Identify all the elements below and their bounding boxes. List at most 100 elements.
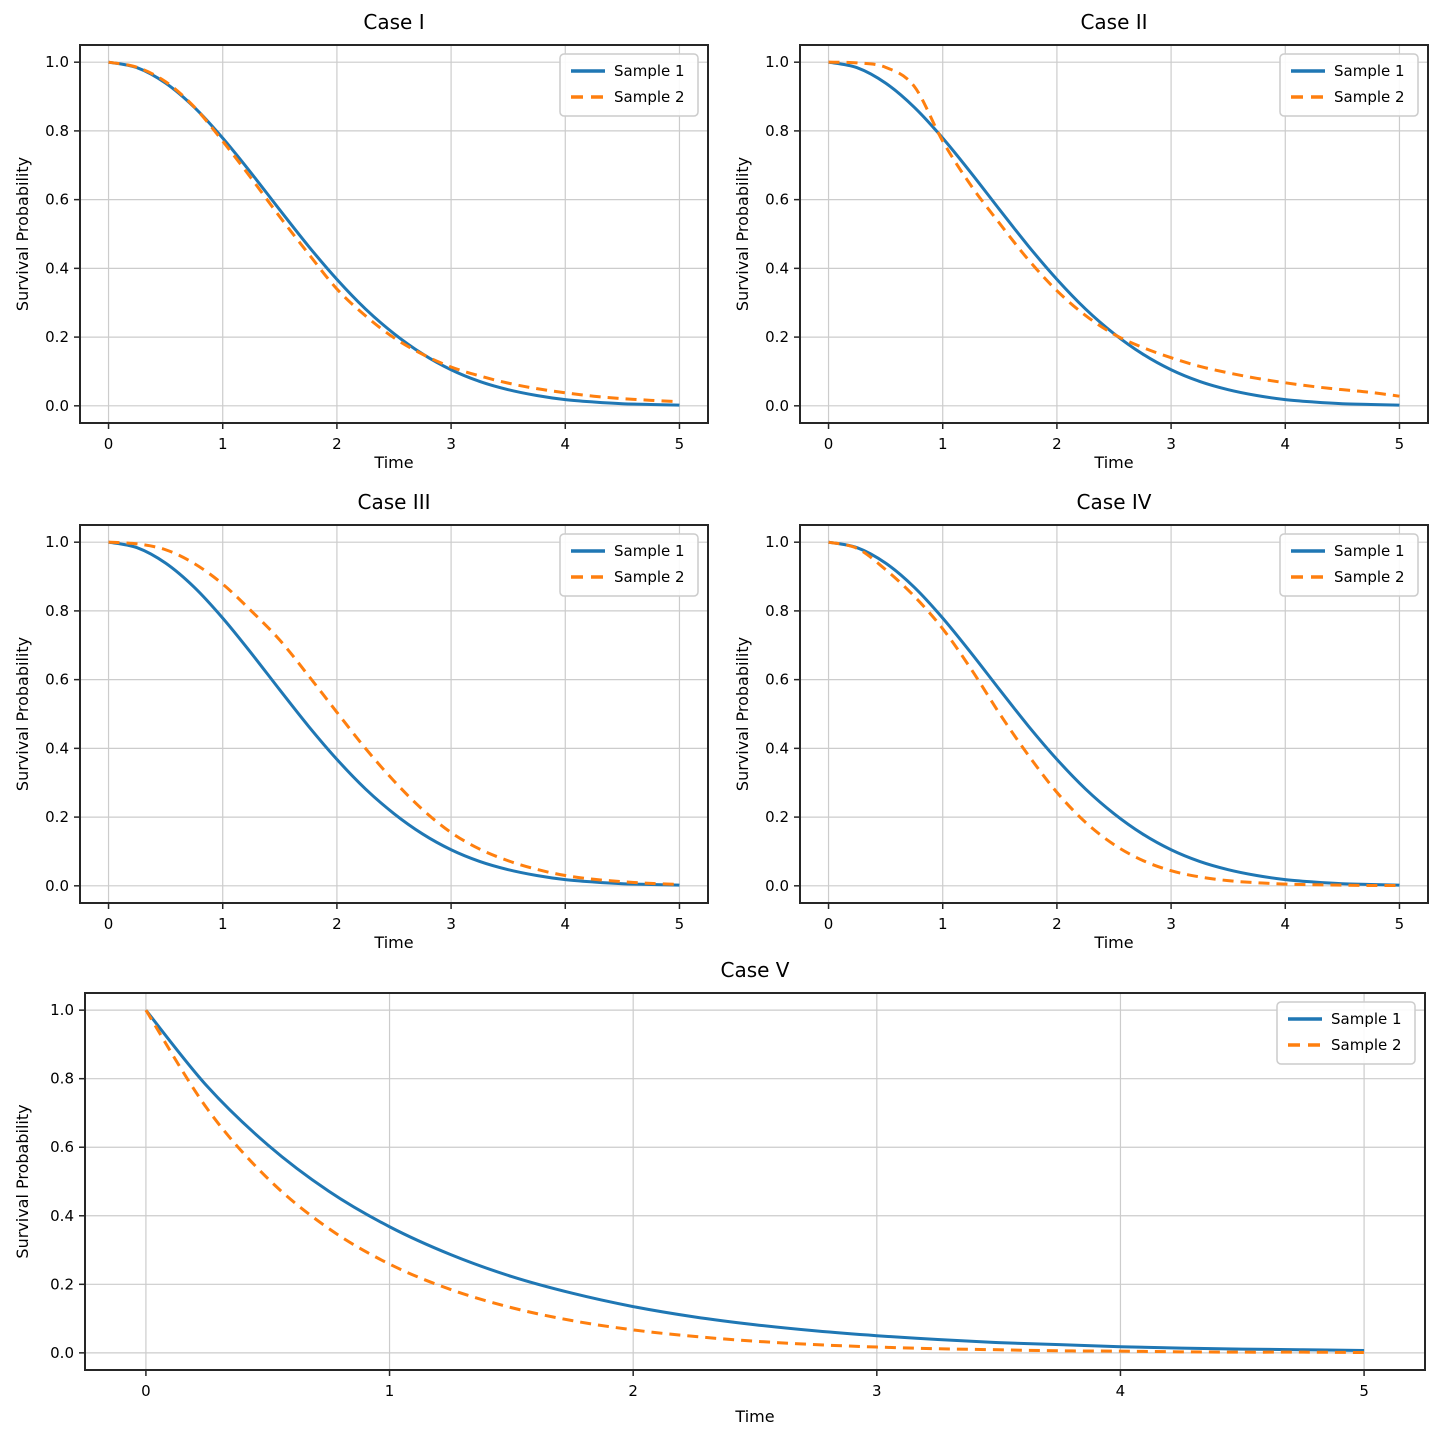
- grid: [85, 993, 1425, 1370]
- chart-case-v: 0 1 2 3 4 5 0.0 0.2 0.4 0.6 0.8 1.0 Case V Time Surviv…: [0, 960, 1440, 1440]
- legend: Sample 1 Sample 2: [1279, 53, 1419, 117]
- x-tick-label: 5: [675, 915, 685, 933]
- chart-case-ii: 0 1 2 3 4 5 0.0 0.2 0.4 0.6 0.8 1.0 Case II Time Survi…: [720, 0, 1440, 480]
- y-axis-label: Survival Probability: [13, 157, 32, 311]
- y-tick-label: 0.0: [765, 877, 789, 895]
- legend: Sample 1 Sample 2: [1279, 533, 1419, 597]
- y-tick-label: 1.0: [765, 53, 789, 71]
- x-tick-label: 5: [1359, 1382, 1369, 1400]
- x-tick-label: 2: [628, 1382, 638, 1400]
- x-tick-label: 2: [1052, 915, 1062, 933]
- x-tick-label: 4: [560, 915, 570, 933]
- subplot-row-1: 0 1 2 3 4 5 0.0 0.2 0.4 0.6 0.8 1.0 Case I Time Surviv…: [0, 0, 1440, 480]
- chart-title: Case V: [721, 960, 790, 982]
- axis-ticks: 0 1 2 3 4 5 0.0 0.2 0.4 0.6 0.8 1.0: [765, 53, 1404, 453]
- axes-spines: [79, 524, 709, 904]
- series-line-2: [108, 60, 680, 404]
- legend-label-sample-2: Sample 2: [1334, 88, 1405, 106]
- legend-label-sample-2: Sample 2: [1334, 568, 1405, 586]
- y-tick-label: 0.8: [45, 602, 69, 620]
- x-tick-label: 5: [1395, 435, 1405, 453]
- x-axis-label: Time: [734, 1407, 774, 1426]
- x-tick-label: 1: [218, 435, 228, 453]
- x-tick-label: 5: [675, 435, 685, 453]
- y-tick-label: 0.4: [45, 739, 69, 757]
- x-axis-label: Time: [1093, 933, 1133, 952]
- legend-label-sample-1: Sample 1: [1334, 62, 1405, 80]
- chart-case-iii: 0 1 2 3 4 5 0.0 0.2 0.4 0.6 0.8 1.0 Case III Time Surv…: [0, 480, 720, 960]
- x-tick-label: 4: [1116, 1382, 1126, 1400]
- y-tick-label: 0.4: [45, 259, 69, 277]
- y-tick-label: 0.2: [765, 808, 789, 826]
- x-tick-label: 0: [824, 915, 834, 933]
- x-tick-label: 3: [446, 915, 456, 933]
- y-tick-label: 0.2: [45, 808, 69, 826]
- legend-label-sample-1: Sample 1: [1331, 1010, 1402, 1028]
- axis-ticks: 0 1 2 3 4 5 0.0 0.2 0.4 0.6 0.8 1.0: [45, 533, 684, 933]
- x-tick-label: 2: [332, 915, 342, 933]
- y-tick-label: 0.0: [45, 877, 69, 895]
- x-tick-label: 3: [1166, 915, 1176, 933]
- y-axis-label: Survival Probability: [13, 1104, 32, 1258]
- y-tick-label: 0.4: [765, 259, 789, 277]
- y-tick-label: 0.0: [765, 397, 789, 415]
- legend: Sample 1 Sample 2: [559, 533, 699, 597]
- subplot-svg: 0 1 2 3 4 5 0.0 0.2 0.4 0.6 0.8 1.0 Case I Time Surviv…: [13, 10, 709, 472]
- series-line-2: [828, 540, 1400, 887]
- y-axis-label: Survival Probability: [13, 637, 32, 791]
- y-axis-label: Survival Probability: [733, 157, 752, 311]
- y-tick-label: 0.2: [765, 328, 789, 346]
- y-tick-label: 0.0: [50, 1344, 74, 1362]
- y-tick-label: 0.8: [765, 122, 789, 140]
- axes-spines: [799, 524, 1429, 904]
- x-tick-label: 4: [1280, 435, 1290, 453]
- chart-case-iv: 0 1 2 3 4 5 0.0 0.2 0.4 0.6 0.8 1.0 Case IV Time Survi…: [720, 480, 1440, 960]
- x-tick-label: 3: [1166, 435, 1176, 453]
- legend: Sample 1 Sample 2: [559, 53, 699, 117]
- x-tick-label: 0: [141, 1382, 151, 1400]
- legend: Sample 1 Sample 2: [1276, 1001, 1416, 1065]
- y-tick-label: 0.6: [45, 671, 69, 689]
- chart-title: Case I: [363, 10, 424, 34]
- y-axis-label: Survival Probability: [733, 637, 752, 791]
- chart-title: Case II: [1080, 10, 1147, 34]
- x-tick-label: 0: [824, 435, 834, 453]
- subplot-row-3: 0 1 2 3 4 5 0.0 0.2 0.4 0.6 0.8 1.0 Case V Time Surviv…: [0, 960, 1440, 1440]
- legend-label-sample-1: Sample 1: [1334, 542, 1405, 560]
- axes-spines: [84, 992, 1426, 1371]
- x-tick-label: 3: [446, 435, 456, 453]
- subplot-svg: 0 1 2 3 4 5 0.0 0.2 0.4 0.6 0.8 1.0 Case V Time Surviv…: [13, 960, 1426, 1426]
- x-tick-label: 4: [1280, 915, 1290, 933]
- y-tick-label: 0.8: [45, 122, 69, 140]
- x-tick-label: 2: [332, 435, 342, 453]
- x-tick-label: 3: [872, 1382, 882, 1400]
- y-tick-label: 0.6: [765, 191, 789, 209]
- series-line-1: [828, 540, 1400, 887]
- chart-title: Case IV: [1077, 490, 1152, 514]
- chart-title: Case III: [358, 490, 431, 514]
- subplot-svg: 0 1 2 3 4 5 0.0 0.2 0.4 0.6 0.8 1.0 Case III Time Surv…: [13, 490, 709, 952]
- subplot-row-2: 0 1 2 3 4 5 0.0 0.2 0.4 0.6 0.8 1.0 Case III Time Surv…: [0, 480, 1440, 960]
- chart-case-i: 0 1 2 3 4 5 0.0 0.2 0.4 0.6 0.8 1.0 Case I Time Surviv…: [0, 0, 720, 480]
- x-tick-label: 5: [1395, 915, 1405, 933]
- x-tick-label: 1: [385, 1382, 395, 1400]
- grid: [800, 525, 1428, 903]
- x-tick-label: 1: [938, 915, 948, 933]
- y-tick-label: 0.6: [50, 1138, 74, 1156]
- y-tick-label: 0.0: [45, 397, 69, 415]
- series-line-1: [144, 1009, 1365, 1352]
- y-tick-label: 0.6: [45, 191, 69, 209]
- y-tick-label: 0.4: [50, 1207, 74, 1225]
- y-tick-label: 1.0: [45, 53, 69, 71]
- x-tick-label: 2: [1052, 435, 1062, 453]
- y-tick-label: 1.0: [50, 1001, 74, 1019]
- x-axis-label: Time: [1093, 453, 1133, 472]
- x-tick-label: 0: [104, 915, 114, 933]
- x-tick-label: 0: [104, 435, 114, 453]
- y-tick-label: 0.6: [765, 671, 789, 689]
- y-tick-label: 0.2: [50, 1275, 74, 1293]
- legend-label-sample-2: Sample 2: [1331, 1036, 1402, 1054]
- y-tick-label: 0.8: [50, 1070, 74, 1088]
- axis-ticks: 0 1 2 3 4 5 0.0 0.2 0.4 0.6 0.8 1.0: [50, 1001, 1369, 1400]
- legend-label-sample-1: Sample 1: [614, 542, 685, 560]
